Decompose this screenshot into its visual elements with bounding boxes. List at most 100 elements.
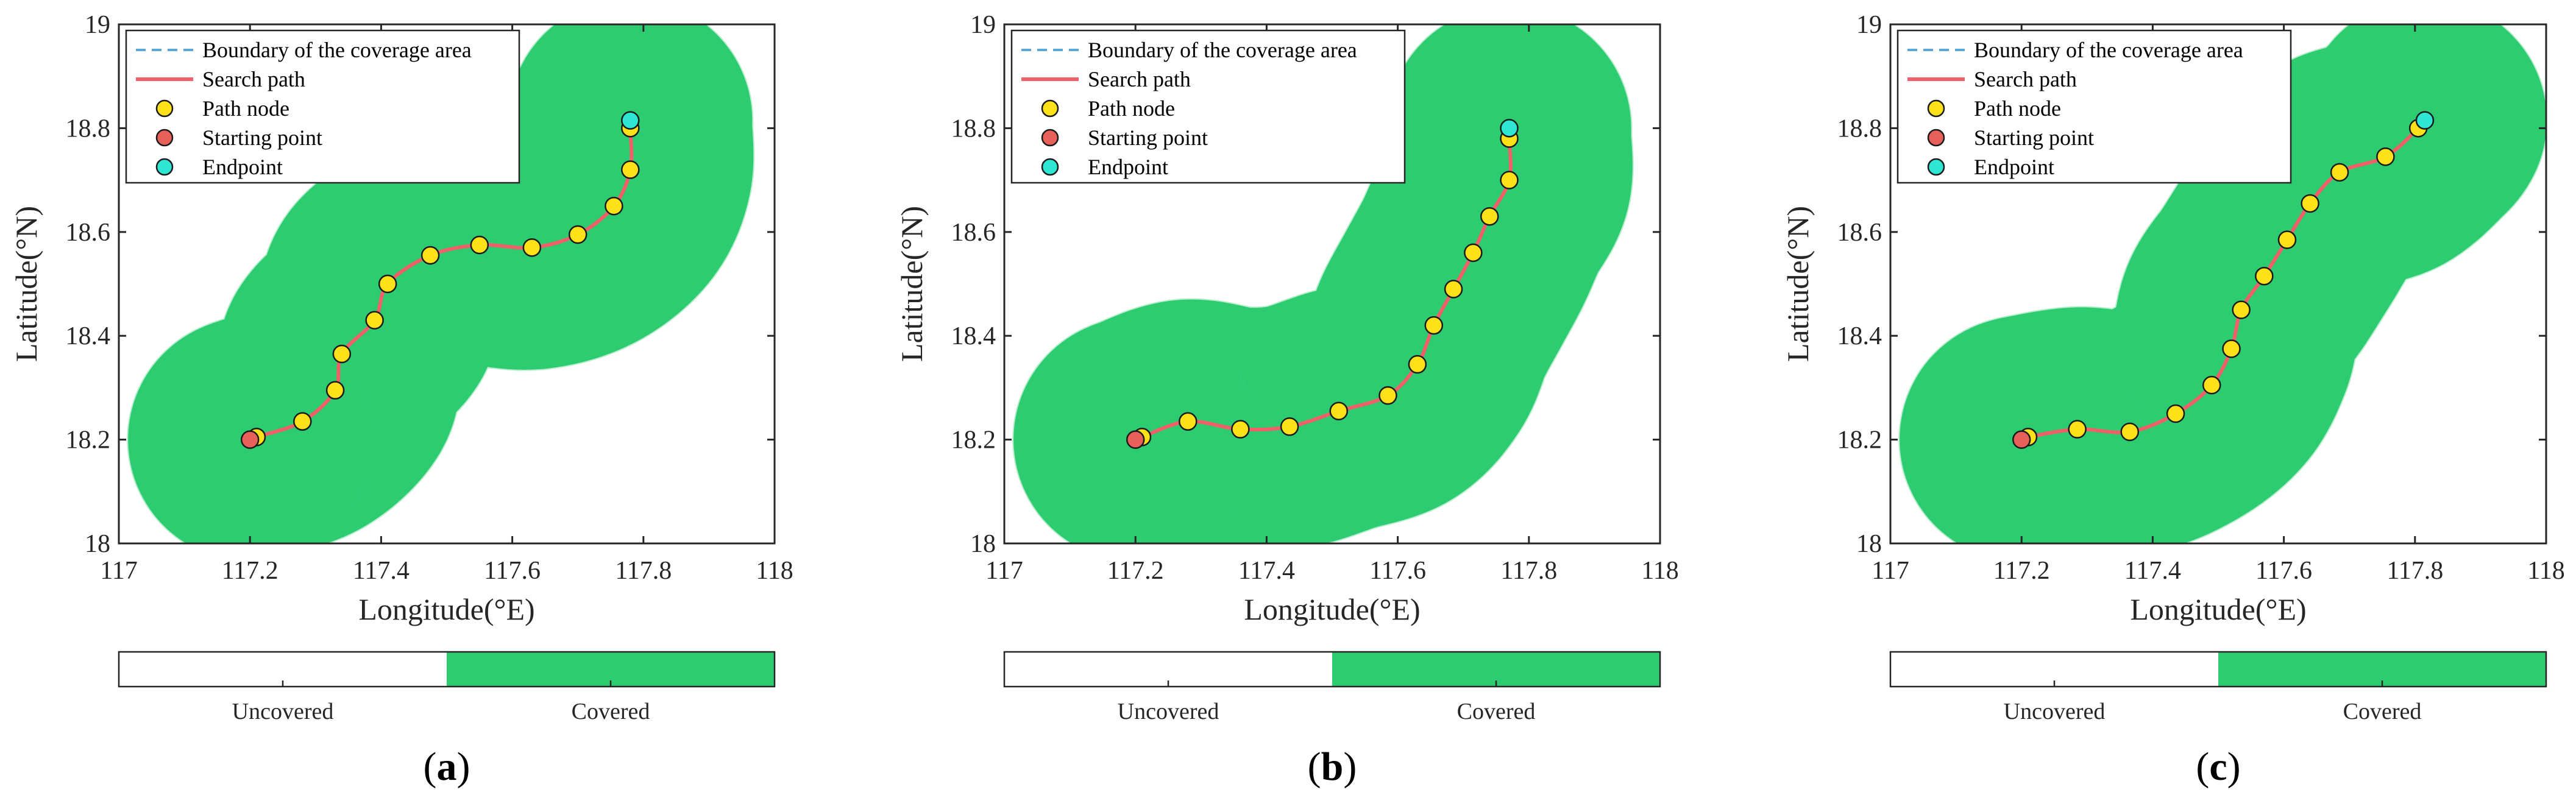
legend-path-node-swatch	[1927, 99, 1945, 118]
path-node-marker	[365, 311, 384, 330]
path-node-marker	[1500, 171, 1519, 189]
panel-label-close-paren: )	[457, 744, 470, 789]
x-tick-label: 117.8	[1500, 557, 1557, 585]
colorbar-label-uncovered: Uncovered	[1118, 699, 1219, 724]
axes-box	[118, 23, 776, 545]
y-axis-title: Latitude(°N)	[895, 206, 929, 362]
path-node-marker	[568, 225, 587, 244]
path-node-marker	[1444, 280, 1463, 299]
path-node-marker	[1464, 243, 1483, 263]
path-node-marker	[1424, 316, 1444, 335]
x-tick-label: 117.8	[2386, 557, 2443, 585]
panel-label-close-paren: )	[1343, 744, 1357, 789]
colorbar-frame	[118, 651, 776, 688]
x-tick-label: 117.2	[1993, 557, 2050, 585]
path-node-marker	[2222, 339, 2241, 358]
x-tick-label: 117.4	[2124, 557, 2181, 585]
endpoint-marker	[1500, 119, 1519, 138]
legend-label-path-node: Path node	[202, 96, 289, 121]
x-tick-label: 118	[756, 557, 793, 585]
x-tick-label: 117	[985, 557, 1023, 585]
legend: Boundary of the coverage area Search path…	[1897, 29, 2292, 184]
y-tick-label: 18.2	[1837, 426, 1882, 454]
path-node-marker	[522, 238, 542, 257]
endpoint-marker	[2415, 111, 2435, 130]
legend-label-search-path: Search path	[202, 67, 305, 91]
legend-label-starting-point: Starting point	[202, 125, 322, 150]
panel-label-open-paren: (	[424, 744, 437, 789]
y-tick-label: 18.6	[66, 219, 111, 247]
y-axis-title: Latitude(°N)	[1781, 206, 1815, 362]
legend-label-starting-point: Starting point	[1974, 125, 2094, 150]
x-axis-title: Longitude(°E)	[2130, 592, 2306, 626]
legend-endpoint-swatch	[1927, 158, 1945, 176]
y-tick-label: 18.4	[66, 322, 111, 350]
y-tick-label: 18.4	[1837, 322, 1882, 350]
path-node-marker	[1480, 207, 1499, 226]
y-tick-label: 18.6	[951, 219, 996, 247]
y-tick-label: 18.8	[1837, 115, 1882, 143]
x-axis-title: Longitude(°E)	[1244, 592, 1420, 626]
legend-label-boundary: Boundary of the coverage area	[202, 38, 472, 62]
legend-label-boundary: Boundary of the coverage area	[1974, 38, 2243, 62]
colorbar: Uncovered Covered	[118, 651, 776, 724]
legend-label-endpoint: Endpoint	[202, 155, 283, 179]
panel-a: 117 117.2 117.4 117.6 117.8 118 18 18.2 18.4 18.6…	[9, 11, 793, 789]
colorbar: Uncovered Covered	[1003, 651, 1661, 724]
panel-c: 117 117.2 117.4 117.6 117.8 118 18 18.2 18.4 18.6…	[1781, 11, 2565, 789]
panel-label-open-paren: (	[1308, 744, 1321, 789]
panel-label-open-paren: (	[2196, 744, 2209, 789]
legend-path-node-swatch	[1041, 99, 1059, 118]
colorbar: Uncovered Covered	[1889, 651, 2547, 724]
x-axis-title: Longitude(°E)	[358, 592, 534, 626]
legend-box	[1010, 29, 1406, 184]
panel-label-letter: c	[2209, 744, 2227, 789]
legend-label-path-node: Path node	[1088, 96, 1175, 121]
path-node-marker	[325, 381, 345, 400]
legend-label-search-path: Search path	[1088, 67, 1191, 91]
path-node-marker	[378, 274, 397, 294]
path-node-marker	[2277, 230, 2297, 249]
legend-path-node-swatch	[155, 99, 174, 118]
y-tick-label: 18.8	[66, 115, 111, 143]
path-node-marker	[2255, 266, 2274, 286]
path-node-marker	[2330, 163, 2349, 182]
axes-box	[1003, 23, 1661, 545]
x-tick-label: 117.6	[484, 557, 541, 585]
endpoint-marker	[621, 111, 640, 130]
y-tick-label: 18.2	[66, 426, 111, 454]
panel-label-close-paren: )	[2227, 744, 2241, 789]
colorbar-frame	[1003, 651, 1661, 688]
x-tick-label: 117.8	[615, 557, 672, 585]
panel-label-letter: a	[437, 744, 457, 789]
legend-endpoint-swatch	[1041, 158, 1059, 176]
path-node-marker	[2232, 300, 2251, 319]
path-node-marker	[1329, 401, 1349, 420]
legend-starting-point-swatch	[155, 129, 174, 147]
x-tick-label: 117.2	[222, 557, 279, 585]
x-tick-label: 117.6	[1369, 557, 1426, 585]
legend-box	[125, 29, 520, 184]
y-tick-label: 18	[85, 530, 110, 558]
path-node-marker	[2166, 404, 2185, 423]
path-node-marker	[1378, 386, 1397, 405]
legend-label-search-path: Search path	[1974, 67, 2077, 91]
x-tick-label: 117.4	[1238, 557, 1295, 585]
starting-point-marker	[240, 430, 260, 449]
path-node-marker	[420, 246, 440, 265]
legend: Boundary of the coverage area Search path…	[125, 29, 520, 184]
y-tick-label: 19	[1856, 11, 1882, 39]
colorbar-label-covered: Covered	[572, 699, 650, 724]
x-tick-label: 118	[2527, 557, 2564, 585]
path-node-marker	[605, 196, 623, 216]
legend: Boundary of the coverage area Search path…	[1010, 29, 1406, 184]
path-node-marker	[293, 412, 312, 431]
path-node-marker	[2376, 147, 2395, 166]
panel-b: 117 117.2 117.4 117.6 117.8 118 18 18.2 18.4 18.6…	[895, 11, 1679, 789]
starting-point-marker	[1126, 430, 1145, 449]
y-tick-label: 18.2	[951, 426, 996, 454]
legend-label-starting-point: Starting point	[1088, 125, 1208, 150]
legend-box	[1897, 29, 2292, 184]
path-node-marker	[1179, 412, 1198, 431]
path-node-marker	[1231, 420, 1250, 439]
